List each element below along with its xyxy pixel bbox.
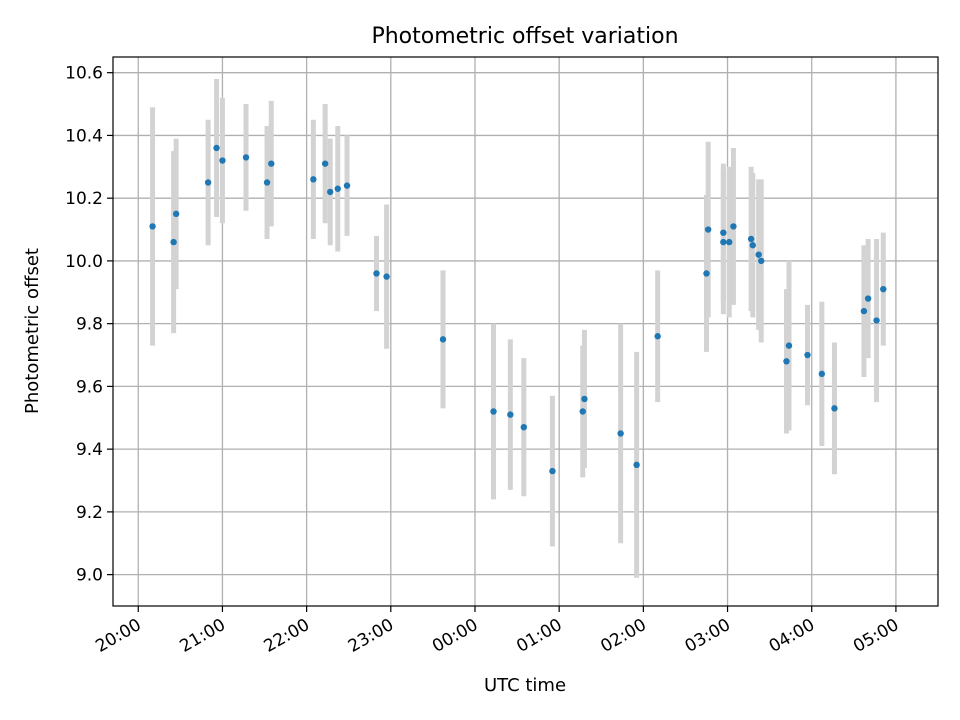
data-point [579, 408, 586, 415]
plot-area-frame [112, 56, 939, 607]
data-point [581, 395, 588, 403]
data-point [654, 333, 661, 340]
data-point [310, 176, 317, 183]
y-axis-label: Photometric offset [22, 248, 43, 414]
data-point [758, 257, 765, 265]
data-point [326, 188, 334, 196]
data-point [804, 351, 811, 359]
data-point [383, 273, 390, 280]
y-tick-label: 9.0 [76, 566, 103, 586]
data-point [873, 317, 880, 324]
data-point [730, 223, 737, 230]
data-point [703, 270, 710, 277]
data-point [860, 307, 868, 315]
data-point [334, 185, 341, 192]
y-axis-ticks: 9.0 9.2 9.4 9.6 9.8 10.0 10.2 10.4 10.6 [65, 64, 113, 586]
data-point [633, 461, 640, 469]
data-point [490, 408, 497, 415]
y-tick-label: 10.4 [65, 126, 103, 146]
data-point [520, 423, 528, 431]
data-point [831, 405, 838, 412]
data-point [549, 467, 556, 475]
chart-title: Photometric offset variation [371, 24, 678, 49]
data-point [149, 223, 156, 230]
y-tick-label: 9.4 [76, 440, 103, 460]
data-point [204, 179, 212, 186]
data-point [704, 226, 712, 233]
data-point [219, 157, 226, 164]
data-point [343, 182, 351, 189]
data-point [749, 242, 756, 249]
data-point [268, 160, 275, 167]
y-tick-label: 10.0 [65, 252, 103, 272]
data-point [170, 238, 177, 246]
y-tick-label: 9.6 [76, 377, 103, 397]
data-point [755, 251, 762, 258]
data-point [785, 342, 793, 349]
data-point [213, 144, 220, 152]
y-tick-label: 9.2 [76, 503, 103, 523]
data-point [880, 285, 887, 293]
data-point [172, 210, 180, 218]
data-point [864, 295, 872, 302]
data-point [783, 358, 790, 365]
data-point [720, 238, 727, 246]
y-tick-label: 10.6 [65, 64, 103, 84]
data-point [242, 154, 250, 161]
data-point [263, 179, 271, 186]
data-point [720, 229, 727, 236]
data-point [818, 370, 826, 378]
x-axis-label: UTC time [484, 675, 566, 696]
data-point [373, 270, 380, 277]
data-point [747, 235, 755, 243]
data-point [439, 336, 447, 343]
data-point [726, 238, 733, 246]
data-point [617, 430, 624, 437]
data-point [507, 411, 514, 418]
data-points [149, 144, 887, 475]
data-point [321, 160, 329, 167]
y-tick-label: 10.2 [65, 189, 103, 209]
y-tick-label: 9.8 [76, 315, 103, 335]
